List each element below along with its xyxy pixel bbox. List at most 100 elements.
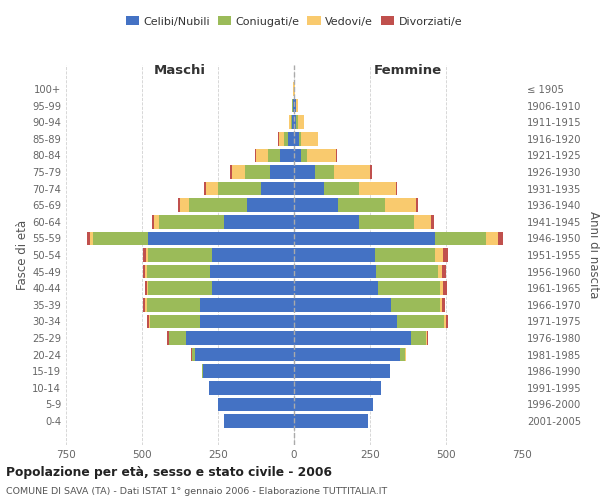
Bar	[436, 232, 485, 245]
Bar	[148, 248, 212, 262]
Text: COMUNE DI SAVA (TA) - Dati ISTAT 1° gennaio 2006 - Elaborazione TUTTITALIA.IT: COMUNE DI SAVA (TA) - Dati ISTAT 1° genn…	[6, 487, 387, 496]
Bar	[146, 298, 200, 312]
Bar	[145, 265, 146, 278]
Bar	[445, 314, 446, 328]
Bar	[294, 165, 315, 179]
Bar	[203, 364, 294, 378]
Bar	[396, 182, 397, 196]
Bar	[148, 232, 294, 245]
Bar	[143, 248, 146, 262]
Bar	[256, 148, 268, 162]
Bar	[167, 331, 169, 345]
Bar	[296, 116, 298, 129]
Bar	[442, 298, 445, 312]
Bar	[255, 148, 256, 162]
Bar	[443, 248, 448, 262]
Bar	[359, 182, 396, 196]
Bar	[414, 215, 431, 228]
Bar	[147, 282, 148, 295]
Bar	[294, 381, 380, 394]
Text: Maschi: Maschi	[154, 64, 206, 78]
Bar	[205, 182, 206, 196]
Bar	[385, 198, 416, 212]
Bar	[294, 116, 296, 129]
Bar	[439, 265, 442, 278]
Bar	[294, 265, 376, 278]
Bar	[427, 331, 428, 345]
Bar	[294, 198, 338, 212]
Bar	[280, 148, 294, 162]
Bar	[296, 99, 298, 112]
Bar	[148, 282, 212, 295]
Bar	[143, 298, 145, 312]
Bar	[145, 298, 146, 312]
Bar	[224, 414, 294, 428]
Bar	[189, 198, 247, 212]
Bar	[294, 232, 436, 245]
Bar	[307, 148, 336, 162]
Bar	[293, 99, 294, 112]
Y-axis label: Anni di nascita: Anni di nascita	[587, 212, 600, 298]
Bar	[191, 348, 195, 362]
Bar	[146, 248, 148, 262]
Bar	[245, 165, 269, 179]
Bar	[289, 116, 290, 129]
Bar	[149, 314, 200, 328]
Bar	[230, 165, 232, 179]
Bar	[318, 132, 319, 145]
Bar	[294, 182, 325, 196]
Bar	[148, 314, 149, 328]
Bar	[209, 381, 294, 394]
Bar	[436, 248, 443, 262]
Bar	[376, 265, 439, 278]
Bar	[202, 364, 203, 378]
Bar	[374, 248, 436, 262]
Bar	[178, 198, 180, 212]
Bar	[206, 182, 218, 196]
Bar	[294, 132, 299, 145]
Bar	[426, 331, 427, 345]
Bar	[442, 265, 446, 278]
Bar	[269, 165, 294, 179]
Bar	[91, 232, 94, 245]
Bar	[294, 331, 411, 345]
Bar	[390, 364, 391, 378]
Bar	[212, 282, 294, 295]
Bar	[325, 182, 359, 196]
Bar	[294, 314, 397, 328]
Bar	[186, 331, 294, 345]
Bar	[260, 182, 294, 196]
Y-axis label: Fasce di età: Fasce di età	[16, 220, 29, 290]
Bar	[294, 398, 373, 411]
Bar	[218, 182, 260, 196]
Bar	[315, 165, 334, 179]
Bar	[485, 232, 497, 245]
Bar	[180, 198, 189, 212]
Bar	[497, 232, 503, 245]
Bar	[294, 282, 377, 295]
Bar	[299, 132, 301, 145]
Text: Femmine: Femmine	[374, 64, 442, 78]
Bar	[431, 215, 434, 228]
Legend: Celibi/Nubili, Coniugati/e, Vedovi/e, Divorziati/e: Celibi/Nubili, Coniugati/e, Vedovi/e, Di…	[121, 12, 467, 31]
Bar	[405, 348, 406, 362]
Bar	[294, 298, 391, 312]
Bar	[301, 148, 307, 162]
Bar	[279, 132, 284, 145]
Bar	[443, 282, 446, 295]
Bar	[397, 314, 445, 328]
Bar	[154, 215, 159, 228]
Bar	[87, 232, 91, 245]
Bar	[232, 165, 245, 179]
Bar	[292, 116, 294, 129]
Bar	[152, 215, 154, 228]
Bar	[292, 99, 293, 112]
Bar	[294, 148, 301, 162]
Bar	[268, 148, 280, 162]
Bar	[278, 132, 279, 145]
Bar	[294, 248, 374, 262]
Bar	[224, 215, 294, 228]
Bar	[416, 198, 418, 212]
Text: Popolazione per età, sesso e stato civile - 2006: Popolazione per età, sesso e stato civil…	[6, 466, 332, 479]
Bar	[94, 232, 148, 245]
